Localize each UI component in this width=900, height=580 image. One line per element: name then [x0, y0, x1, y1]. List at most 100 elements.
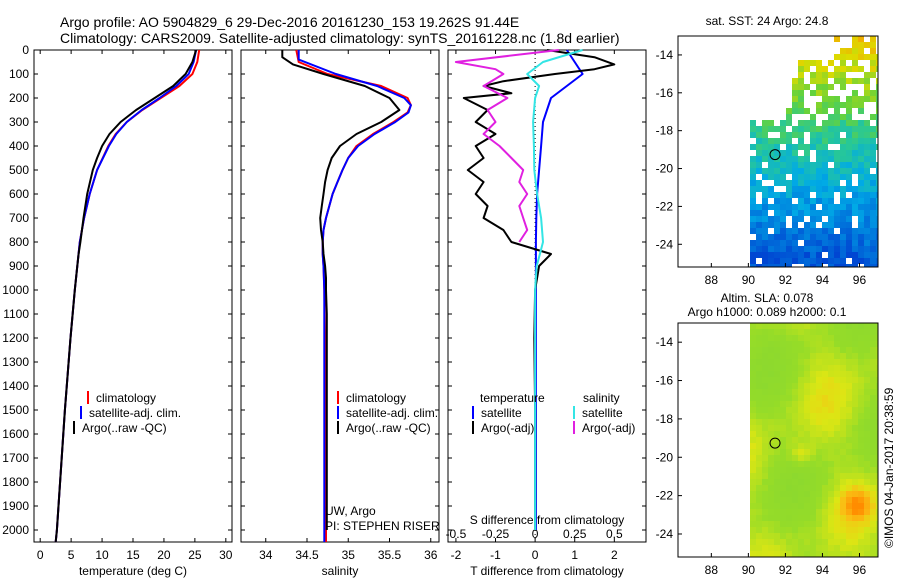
map-cell	[852, 389, 858, 395]
map-cell	[816, 401, 822, 407]
map-cell	[864, 329, 870, 335]
map-cell	[840, 383, 846, 389]
map-cell	[786, 264, 792, 267]
map-cell	[816, 443, 822, 449]
map-cell	[810, 545, 816, 551]
map-cell	[858, 335, 864, 341]
map-cell	[810, 144, 816, 150]
map-cell	[846, 467, 852, 473]
map-cell	[846, 497, 852, 503]
map-cell	[780, 485, 786, 491]
map-cell	[762, 329, 768, 335]
map-cell	[762, 156, 768, 162]
map-cell	[876, 443, 878, 449]
salinity-axis-label: salinity	[322, 564, 359, 578]
map-cell	[810, 401, 816, 407]
map-cell	[816, 108, 822, 114]
map-cell	[762, 509, 768, 515]
map-cell	[774, 449, 780, 455]
map-cell	[846, 162, 852, 168]
map-cell	[804, 485, 810, 491]
map-cell	[822, 222, 828, 228]
map-cell	[828, 431, 834, 437]
map-cell	[858, 240, 864, 246]
map-cell	[846, 461, 852, 467]
map-cell	[858, 533, 864, 539]
map-cell	[786, 347, 792, 353]
map-cell	[774, 395, 780, 401]
map-cell	[750, 264, 756, 267]
map-cell	[816, 521, 822, 527]
map-cell	[810, 198, 816, 204]
map-cell	[762, 198, 768, 204]
difference-plot: -2 -1 0 1 2-0.5 -0.25 0 0.25 0.5	[446, 49, 646, 562]
map-cell	[834, 150, 840, 156]
map-cell	[750, 323, 756, 329]
map-cell	[864, 377, 870, 383]
map-cell	[852, 473, 858, 479]
map-cell	[852, 168, 858, 174]
map-cell	[762, 545, 768, 551]
map-cell	[804, 449, 810, 455]
map-cell	[822, 497, 828, 503]
map-cell	[762, 527, 768, 533]
map-cell	[792, 108, 798, 114]
legend-title-temperature: temperature	[480, 391, 545, 405]
map-cell	[768, 168, 774, 174]
map-cell	[792, 539, 798, 545]
map-cell	[786, 138, 792, 144]
map-cell	[750, 395, 756, 401]
map-cell	[870, 323, 876, 329]
map-cell	[834, 72, 840, 78]
map-cell	[816, 341, 822, 347]
depth-tick-label: 1200	[2, 331, 29, 345]
map-cell	[768, 365, 774, 371]
map-cell	[768, 389, 774, 395]
map-cell	[774, 389, 780, 395]
map-cell	[846, 180, 852, 186]
map-cell	[804, 258, 810, 264]
map-cell	[798, 156, 804, 162]
map-cell	[846, 252, 852, 258]
map-cell	[774, 222, 780, 228]
map-cell	[864, 515, 870, 521]
map-cell	[792, 162, 798, 168]
map-cell	[840, 347, 846, 353]
map-cell	[858, 389, 864, 395]
map-cell	[840, 222, 846, 228]
map-x-tick-label: 88	[705, 273, 719, 287]
map-cell	[786, 413, 792, 419]
map-cell	[792, 431, 798, 437]
map-cell	[870, 258, 876, 264]
map-cell	[768, 515, 774, 521]
map-cell	[858, 479, 864, 485]
map-cell	[768, 341, 774, 347]
map-cell	[768, 138, 774, 144]
map-cell	[780, 204, 786, 210]
map-cell	[792, 377, 798, 383]
map-cell	[858, 329, 864, 335]
map-cell	[870, 192, 876, 198]
map-cell	[786, 515, 792, 521]
map-x-tick-label: 94	[816, 563, 830, 577]
series-line-satellite-adj-clim-	[54, 49, 198, 543]
map-cell	[804, 443, 810, 449]
map-cell	[846, 443, 852, 449]
map-cell	[786, 539, 792, 545]
map-cell	[798, 365, 804, 371]
map-cell	[750, 240, 756, 246]
map-cell	[870, 461, 876, 467]
map-cell	[846, 341, 852, 347]
map-cell	[756, 455, 762, 461]
map-cell	[840, 467, 846, 473]
map-cell	[798, 407, 804, 413]
map-cell	[852, 359, 858, 365]
map-cell	[846, 335, 852, 341]
map-cell	[876, 449, 878, 455]
map-cell	[846, 329, 852, 335]
map-cell	[852, 485, 858, 491]
map-cell	[876, 545, 878, 551]
map-cell	[852, 443, 858, 449]
map-cell	[816, 156, 822, 162]
map-cell	[846, 108, 852, 114]
